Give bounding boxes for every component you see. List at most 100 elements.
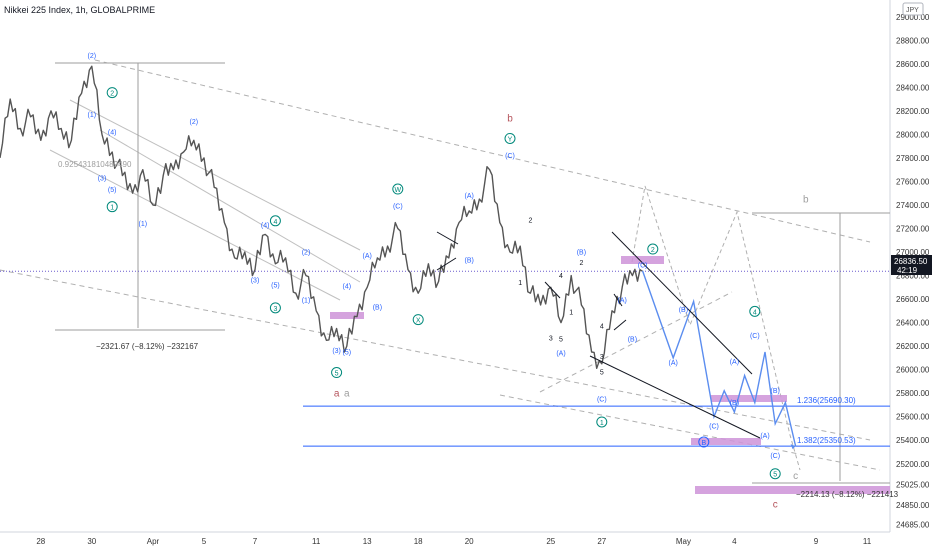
wave-label-55: (C): [770, 453, 780, 460]
channel-line-6: [499, 394, 881, 471]
wave-label-52: 4: [753, 309, 757, 316]
fib-ratio-label: 0.925431810489490: [58, 160, 132, 169]
wedge-line-2: [436, 231, 459, 245]
wave-label-64: B: [701, 440, 706, 447]
x-tick-1: 30: [87, 537, 96, 546]
measure-right: −2214.13 (−8.12%) −221413: [796, 490, 899, 499]
target-zone-3: [691, 438, 761, 445]
wave-circle-52: [749, 305, 761, 317]
wave-circle-64: [698, 436, 710, 448]
wave-circle-45: [647, 243, 659, 255]
price-series[interactable]: [0, 65, 643, 369]
wave-label-53: (A): [760, 433, 769, 440]
target-zone-4: [695, 486, 890, 494]
wave-label-45: 2: [651, 247, 655, 254]
wave-label-9: 4: [273, 219, 277, 226]
fib-label-1: 1.382(25350.53): [797, 436, 856, 445]
wave-circle-1: [106, 87, 118, 99]
y-tick-9: 26400.00: [896, 319, 930, 328]
wave-circle-14: [269, 302, 281, 314]
wave-label-26: (A): [465, 193, 474, 200]
wedge-line-4: [544, 281, 561, 299]
wave-label-17: (3): [332, 348, 341, 355]
wave-label-57: c: [793, 471, 798, 482]
wave-label-18: (5): [343, 349, 352, 356]
wave-label-6: 1: [110, 205, 114, 212]
channel-line-4: [99, 129, 361, 283]
currency-label: JPY: [906, 7, 919, 14]
projection-arrow-head: [790, 444, 796, 450]
wave-label-23: (C): [393, 204, 403, 211]
wave-label-38: (A): [556, 351, 565, 358]
wave-circle-9: [269, 215, 281, 227]
wave-label-37: 5: [559, 336, 563, 343]
wave-label-48: (C): [709, 423, 719, 430]
wave-label-2: (1): [88, 112, 97, 119]
measure-left: −2321.67 (−8.12%) −232167: [96, 342, 199, 351]
x-tick-11: May: [676, 537, 691, 546]
wave-label-0: (2): [88, 53, 97, 60]
wave-label-31: 1: [518, 280, 522, 287]
channel-line-0: [94, 59, 871, 243]
fib-label-0: 1.236(25690.30): [797, 396, 856, 405]
wave-label-62: (C): [597, 396, 607, 403]
alt-count-path: [631, 185, 801, 471]
y-tick-3: 25200.00: [896, 460, 930, 469]
x-tick-9: 25: [546, 537, 555, 546]
wave-label-43: (B): [628, 336, 637, 343]
wave-label-49: (A): [730, 359, 739, 366]
wave-label-4: (3): [98, 175, 107, 182]
wave-label-14: 3: [273, 306, 277, 313]
wave-label-30: 2: [528, 218, 532, 225]
wave-label-12: (3): [251, 278, 260, 285]
y-tick-5: 25600.00: [896, 413, 930, 422]
x-tick-2: Apr: [147, 537, 160, 546]
wave-label-1: 2: [110, 91, 114, 98]
y-tick-17: 28000.00: [896, 130, 930, 139]
x-tick-10: 27: [597, 537, 606, 546]
y-tick-14: 27400.00: [896, 201, 930, 210]
target-zone-1: [621, 256, 664, 264]
currency-badge[interactable]: [902, 2, 924, 16]
x-tick-13: 9: [814, 537, 819, 546]
wave-label-41: 5: [600, 369, 604, 376]
wedge-line-6: [613, 319, 627, 331]
y-tick-2: 25025.00: [896, 480, 930, 489]
y-tick-22: 29000.00: [896, 13, 930, 22]
y-tick-4: 25400.00: [896, 436, 930, 445]
x-tick-7: 18: [414, 537, 423, 546]
wave-label-50: (B): [730, 400, 739, 407]
wave-label-15: (1): [302, 298, 311, 305]
y-tick-13: 27200.00: [896, 225, 930, 234]
y-tick-10: 26600.00: [896, 295, 930, 304]
y-tick-21: 28800.00: [896, 36, 930, 45]
y-tick-20: 28600.00: [896, 60, 930, 69]
y-tick-16: 27800.00: [896, 154, 930, 163]
wave-circle-24: [412, 314, 424, 326]
x-tick-5: 11: [312, 537, 321, 546]
x-tick-3: 5: [202, 537, 207, 546]
wave-label-51: (C): [750, 333, 760, 340]
wave-label-28: Y: [508, 136, 513, 143]
x-tick-8: 20: [465, 537, 474, 546]
wave-circle-22: [392, 183, 404, 195]
wave-label-27: b: [507, 113, 513, 124]
price-tag-countdown: 42:19: [897, 266, 918, 275]
y-tick-15: 27600.00: [896, 177, 930, 186]
wedge-line-0: [611, 231, 753, 375]
wave-label-24: X: [416, 318, 421, 325]
wave-label-34: (B): [577, 249, 586, 256]
wave-circle-19: [331, 367, 343, 379]
wave-circle-56: [769, 468, 781, 480]
y-tick-11: 26800.00: [896, 272, 930, 281]
wave-label-61: a: [344, 389, 350, 400]
wave-label-33: 1: [569, 309, 573, 316]
y-tick-7: 26000.00: [896, 366, 930, 375]
y-tick-12: 27000.00: [896, 248, 930, 257]
wave-label-25: (B): [465, 258, 474, 265]
x-tick-12: 4: [732, 537, 737, 546]
channel-line-2: [69, 99, 361, 251]
wave-label-10: (4): [261, 222, 270, 229]
